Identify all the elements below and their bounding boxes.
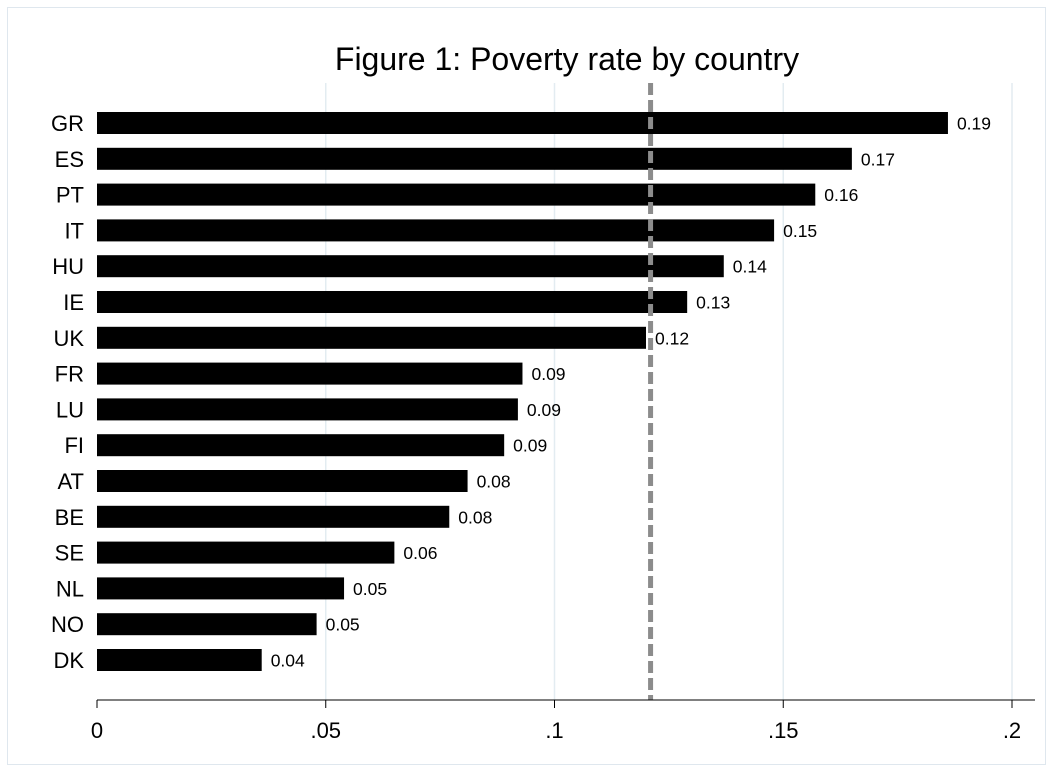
- value-label: 0.13: [696, 293, 730, 313]
- value-label: 0.08: [458, 507, 492, 527]
- x-tick-label: .15: [768, 718, 799, 743]
- category-label: DK: [53, 648, 84, 673]
- value-label: 0.09: [513, 436, 547, 456]
- category-label: SE: [55, 541, 84, 566]
- category-label: HU: [52, 254, 84, 279]
- category-label: ES: [55, 147, 84, 172]
- category-label: FI: [64, 433, 84, 458]
- bar-dk: [97, 649, 262, 671]
- value-label: 0.05: [353, 579, 387, 599]
- value-label: 0.19: [957, 114, 991, 134]
- x-axis: 0 .05 .1 .15 .2: [91, 699, 1035, 743]
- bar-es: [97, 147, 852, 170]
- value-label: 0.14: [733, 257, 767, 277]
- bar-hu: [97, 255, 724, 278]
- category-label: FR: [55, 362, 84, 387]
- bar-pt: [97, 183, 816, 206]
- value-label: 0.09: [527, 400, 561, 420]
- category-label: IT: [64, 218, 84, 243]
- chart-title: Figure 1: Poverty rate by country: [335, 41, 799, 77]
- x-tick-label: .1: [545, 718, 563, 743]
- value-label: 0.15: [783, 221, 817, 241]
- category-label: PT: [56, 183, 84, 208]
- value-labels: 0.19 0.170.16 0.15 0.140.13 0.12 0.09 0.09 0.09…: [271, 114, 991, 671]
- bar-be: [97, 505, 450, 528]
- bar-ie: [97, 291, 688, 313]
- bar-fi: [97, 434, 505, 457]
- category-label: NL: [56, 576, 84, 601]
- value-label: 0.17: [861, 149, 895, 169]
- bar-it: [97, 219, 775, 242]
- bar-nl: [97, 577, 345, 600]
- value-label: 0.06: [403, 543, 437, 563]
- grid-lines: [325, 83, 1013, 700]
- x-tick-label: 0: [91, 718, 103, 743]
- bar-at: [97, 470, 468, 492]
- value-label: 0.09: [531, 364, 565, 384]
- value-label: 0.05: [326, 615, 360, 635]
- chart: Figure 1: Poverty rate by country 0.05.1…: [51, 41, 1035, 743]
- value-label: 0.04: [271, 651, 305, 671]
- x-tick-label: .2: [1003, 718, 1021, 743]
- category-label: BE: [55, 505, 84, 530]
- bar-no: [97, 613, 317, 636]
- category-label: AT: [58, 469, 84, 494]
- value-label: 0.16: [824, 185, 858, 205]
- value-label: 0.08: [477, 472, 511, 492]
- value-label: 0.12: [655, 328, 689, 348]
- x-tick-label: .05: [310, 718, 341, 743]
- category-label: UK: [53, 326, 84, 351]
- bars: [97, 112, 948, 671]
- category-label: GR: [51, 111, 84, 136]
- category-label: IE: [63, 290, 84, 315]
- bar-gr: [97, 112, 948, 134]
- chart-frame: Figure 1: Poverty rate by country 0.05.1…: [7, 7, 1046, 765]
- bar-se: [97, 541, 395, 564]
- bar-uk: [97, 326, 646, 349]
- category-labels: GR ES PT IT HU IE UK FR LU FI AT BE SE NL NO DK: [51, 111, 84, 673]
- bar-lu: [97, 398, 518, 421]
- category-label: LU: [56, 397, 84, 422]
- bar-fr: [97, 362, 523, 385]
- category-label: NO: [51, 612, 84, 637]
